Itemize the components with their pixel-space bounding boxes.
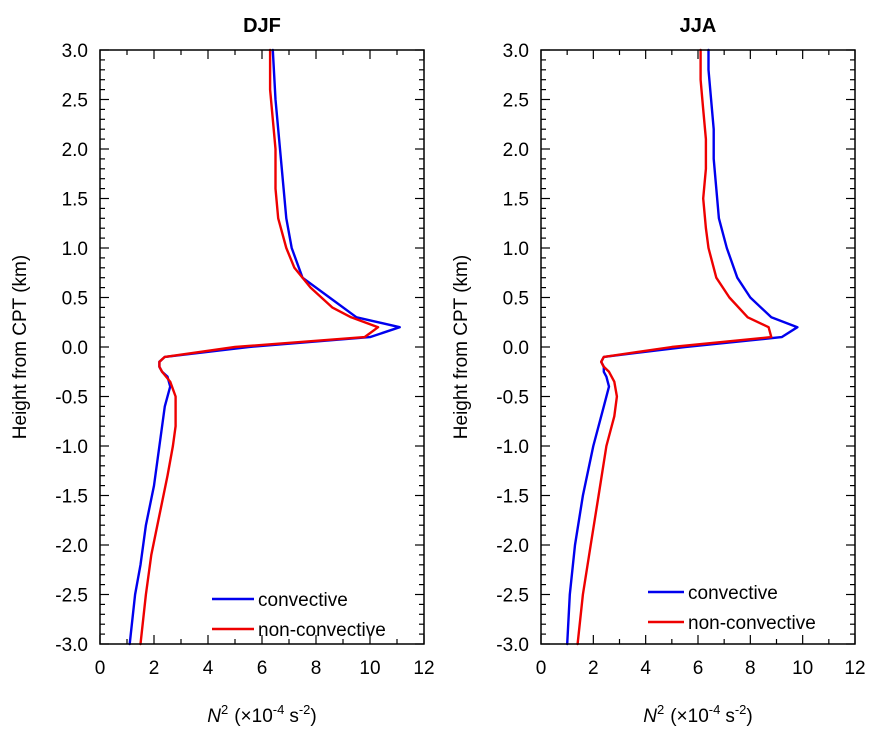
x-tick-label: 8 xyxy=(745,658,756,679)
series-line-non-convective xyxy=(576,48,773,646)
x-axis-unit-s: s xyxy=(725,706,735,727)
y-tick-label: 2.0 xyxy=(62,140,88,161)
x-axis-unit-s-exp: -2 xyxy=(299,702,311,717)
x-axis-unit: (×10 xyxy=(670,706,709,727)
legend-label-convective: convective xyxy=(688,583,778,604)
x-tick-label: 2 xyxy=(588,658,599,679)
y-tick-label: -1.5 xyxy=(55,487,88,508)
x-axis-symbol: N xyxy=(207,706,221,727)
series-line-convective xyxy=(128,48,401,646)
y-tick-label: 1.5 xyxy=(62,190,88,211)
y-tick-label: -1.0 xyxy=(496,437,529,458)
y-tick-label: 3.0 xyxy=(62,41,88,62)
legend: convective non-convective xyxy=(648,583,816,634)
y-tick-label: 2.0 xyxy=(503,140,529,161)
x-axis-label: N2 (×10-4 s-2) xyxy=(207,702,316,727)
x-axis-unit: (×10 xyxy=(234,706,273,727)
tick-labels: 0 2 4 6 8 10 12 -3.0 -2.5 -2.0 -1.5 -1.0 -0.5 0.0 0.5 1… xyxy=(55,41,434,679)
y-tick-label: -0.5 xyxy=(496,388,529,409)
x-tick-label: 10 xyxy=(359,658,380,679)
y-tick-label: 0.5 xyxy=(62,289,88,310)
y-tick-label: 1.0 xyxy=(503,239,529,260)
y-axis-label: Height from CPT (km) xyxy=(451,255,472,439)
x-tick-label: 12 xyxy=(844,658,865,679)
x-axis-unit-close: ) xyxy=(310,706,316,727)
x-axis-unit-s-exp: -2 xyxy=(735,702,747,717)
y-tick-label: 2.5 xyxy=(62,91,88,112)
x-axis-unit-exp: -4 xyxy=(273,702,285,717)
x-tick-label: 4 xyxy=(203,658,214,679)
y-tick-label: 0.0 xyxy=(503,338,529,359)
x-tick-label: 6 xyxy=(693,658,704,679)
y-tick-label: -0.5 xyxy=(55,388,88,409)
y-tick-label: -1.5 xyxy=(496,487,529,508)
panel-title: JJA xyxy=(680,15,717,37)
y-tick-label: -2.0 xyxy=(55,536,88,557)
series-group xyxy=(566,48,799,646)
legend: convective non-convective xyxy=(212,590,386,641)
x-tick-label: 6 xyxy=(257,658,268,679)
y-tick-label: -3.0 xyxy=(55,635,88,656)
series-line-non-convective xyxy=(139,48,380,646)
x-axis-symbol: N xyxy=(643,706,657,727)
x-axis-symbol-sup: 2 xyxy=(657,702,664,717)
series-group xyxy=(128,48,401,646)
plot-frame xyxy=(99,49,425,645)
x-tick-label: 0 xyxy=(536,658,547,679)
x-tick-label: 12 xyxy=(413,658,434,679)
x-tick-label: 8 xyxy=(311,658,322,679)
x-axis-unit-s: s xyxy=(289,706,299,727)
tick-marks xyxy=(540,49,856,645)
y-tick-label: -2.5 xyxy=(496,586,529,607)
x-tick-label: 4 xyxy=(640,658,651,679)
y-tick-label: -1.0 xyxy=(55,437,88,458)
legend-label-non-convective: non-convective xyxy=(688,613,816,634)
x-axis-symbol-sup: 2 xyxy=(221,702,228,717)
y-tick-label: 2.5 xyxy=(503,91,529,112)
x-tick-label: 0 xyxy=(95,658,106,679)
x-tick-label: 10 xyxy=(792,658,813,679)
panel-title: DJF xyxy=(243,15,281,37)
y-tick-label: 0.5 xyxy=(503,289,529,310)
x-axis-unit-close: ) xyxy=(746,706,752,727)
plot-frame xyxy=(540,49,856,645)
panel-djf: DJF 0 2 4 6 8 10 12 -3.0 -2.5 -2.0 -1.5 -1.0 -0.5 0.0… xyxy=(10,15,435,727)
tick-labels: 0 2 4 6 8 10 12 -3.0 -2.5 -2.0 -1.5 -1.0 -0.5 0.0 0.5 1… xyxy=(496,41,865,679)
x-axis-label: N2 (×10-4 s-2) xyxy=(643,702,752,727)
y-tick-label: 1.0 xyxy=(62,239,88,260)
y-tick-label: -2.0 xyxy=(496,536,529,557)
y-tick-label: -3.0 xyxy=(496,635,529,656)
y-tick-label: 1.5 xyxy=(503,190,529,211)
legend-label-convective: convective xyxy=(258,590,348,611)
x-tick-label: 2 xyxy=(149,658,160,679)
legend-label-non-convective: non-convective xyxy=(258,620,386,641)
y-axis-label: Height from CPT (km) xyxy=(10,255,31,439)
y-tick-label: 0.0 xyxy=(62,338,88,359)
x-axis-unit-exp: -4 xyxy=(709,702,721,717)
y-tick-label: -2.5 xyxy=(55,586,88,607)
panel-jja: JJA 0 2 4 6 8 10 12 -3.0 -2.5 -2.0 -1.5 -1.0 -0.5 0.0… xyxy=(451,15,866,727)
y-tick-label: 3.0 xyxy=(503,41,529,62)
